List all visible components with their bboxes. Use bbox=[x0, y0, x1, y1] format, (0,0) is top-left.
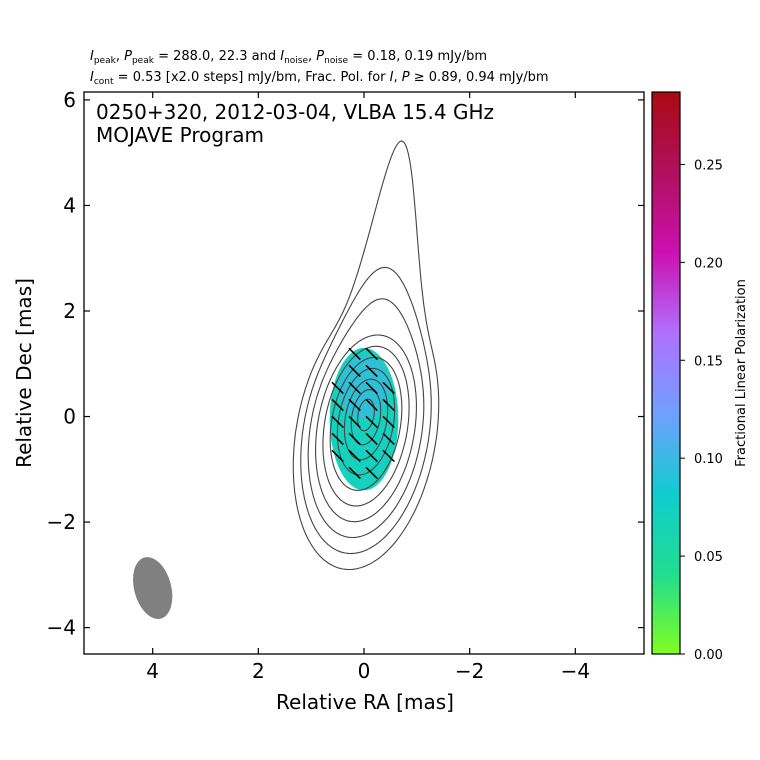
colorbar-tick-label: 0.10 bbox=[694, 452, 723, 467]
plot-area bbox=[133, 140, 440, 619]
x-tick-label: 4 bbox=[146, 659, 159, 683]
evpa-tick bbox=[365, 364, 378, 378]
header-info-line-2: Icont = 0.53 [x2.0 steps] mJy/bm, Frac. … bbox=[90, 70, 549, 87]
contour-level-2 bbox=[300, 266, 432, 555]
evpa-tick bbox=[365, 415, 378, 429]
x-tick-label: 0 bbox=[358, 659, 371, 683]
colorbar-tick-label: 0.15 bbox=[694, 354, 723, 369]
contour-level-5 bbox=[322, 345, 410, 507]
evpa-tick bbox=[365, 381, 378, 395]
evpa-tick bbox=[382, 415, 395, 429]
evpa-tick bbox=[348, 432, 361, 446]
colorbar-tick-label: 0.05 bbox=[694, 550, 723, 565]
contour-level-7 bbox=[336, 367, 396, 476]
x-tick-label: −2 bbox=[455, 659, 484, 683]
evpa-tick bbox=[382, 381, 395, 395]
y-tick-label: 4 bbox=[63, 193, 76, 217]
y-tick-label: −4 bbox=[47, 616, 76, 640]
contour-level-3 bbox=[307, 298, 425, 539]
evpa-tick bbox=[382, 432, 395, 446]
beam-ellipse bbox=[133, 557, 173, 619]
evpa-tick bbox=[331, 415, 344, 429]
colorbar-tick-label: 0.20 bbox=[694, 256, 723, 271]
evpa-tick bbox=[331, 432, 344, 446]
evpa-tick bbox=[365, 347, 378, 361]
contour-level-1 bbox=[292, 140, 440, 571]
x-axis-label: Relative RA [mas] bbox=[276, 690, 454, 714]
program-title: MOJAVE Program bbox=[96, 123, 264, 147]
evpa-tick bbox=[348, 415, 361, 429]
evpa-tick bbox=[348, 364, 361, 378]
colorbar-tick-label: 0.25 bbox=[694, 158, 723, 173]
colorbar-tick-label: 0.00 bbox=[694, 648, 723, 663]
evpa-tick bbox=[382, 398, 395, 412]
contour-level-6 bbox=[329, 356, 403, 491]
evpa-tick bbox=[365, 466, 378, 480]
colorbar: 0.00 0.05 0.10 0.15 0.20 0.25 bbox=[651, 91, 723, 663]
y-axis-label: Relative Dec [mas] bbox=[12, 278, 36, 468]
evpa-tick bbox=[348, 381, 361, 395]
evpa-tick bbox=[348, 347, 361, 361]
y-tick-label: 0 bbox=[63, 405, 76, 429]
evpa-tick bbox=[348, 466, 361, 480]
y-tick-label: −2 bbox=[47, 510, 76, 534]
y-tick-label: 2 bbox=[63, 299, 76, 323]
evpa-tick bbox=[348, 449, 361, 463]
evpa-tick bbox=[382, 449, 395, 463]
evpa-tick bbox=[365, 398, 378, 412]
evpa-tick bbox=[331, 398, 344, 412]
colorbar-label: Fractional Linear Polarization bbox=[734, 279, 749, 467]
header-info-line-1: Ipeak, Ppeak = 288.0, 22.3 and Inoise, P… bbox=[90, 49, 488, 66]
y-tick-label: 6 bbox=[63, 88, 76, 112]
evpa-tick bbox=[348, 398, 361, 412]
contour-level-4 bbox=[315, 334, 417, 523]
evpa-tick bbox=[365, 449, 378, 463]
contour-level-10 bbox=[357, 398, 375, 432]
x-tick-label: 2 bbox=[252, 659, 265, 683]
evpa-tick bbox=[331, 449, 344, 463]
x-tick-label: −4 bbox=[561, 659, 590, 683]
axes: 4 2 0 −2 −4 6 4 2 0 −2 −4 bbox=[47, 88, 645, 683]
colorbar-scale bbox=[651, 91, 681, 655]
contour-level-8 bbox=[343, 378, 389, 461]
evpa-tick bbox=[331, 381, 344, 395]
contour-level-9 bbox=[350, 389, 382, 446]
evpa-tick bbox=[365, 432, 378, 446]
source-title: 0250+320, 2012-03-04, VLBA 15.4 GHz bbox=[96, 100, 494, 124]
